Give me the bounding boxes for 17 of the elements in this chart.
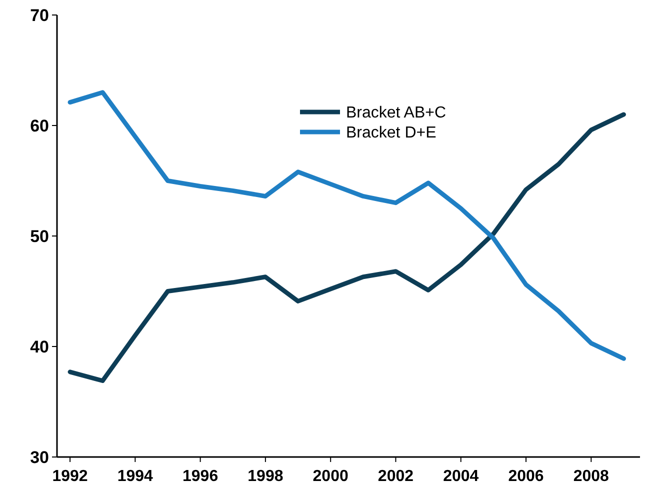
x-tick-label: 2008 bbox=[573, 468, 610, 485]
x-tick-label: 2004 bbox=[443, 468, 479, 485]
x-tick-label: 1994 bbox=[117, 468, 154, 485]
x-tick-label: 2002 bbox=[378, 468, 414, 485]
x-tick-label: 2006 bbox=[508, 468, 544, 485]
line-series bbox=[68, 90, 626, 361]
y-tick-label: 50 bbox=[30, 226, 49, 246]
legend-label: Bracket D+E bbox=[346, 124, 436, 142]
x-tick-label: 1992 bbox=[52, 468, 88, 485]
y-tick-label: 30 bbox=[30, 448, 49, 467]
x-tick-label: 2000 bbox=[312, 468, 348, 485]
x-tick-label: 1998 bbox=[248, 468, 284, 485]
y-tick-label: 60 bbox=[30, 116, 49, 136]
x-tick-label: 1996 bbox=[182, 468, 218, 485]
y-tick-label: 40 bbox=[30, 337, 49, 356]
y-tick-label: 70 bbox=[30, 6, 49, 25]
legend-label: Bracket AB+C bbox=[346, 104, 446, 122]
